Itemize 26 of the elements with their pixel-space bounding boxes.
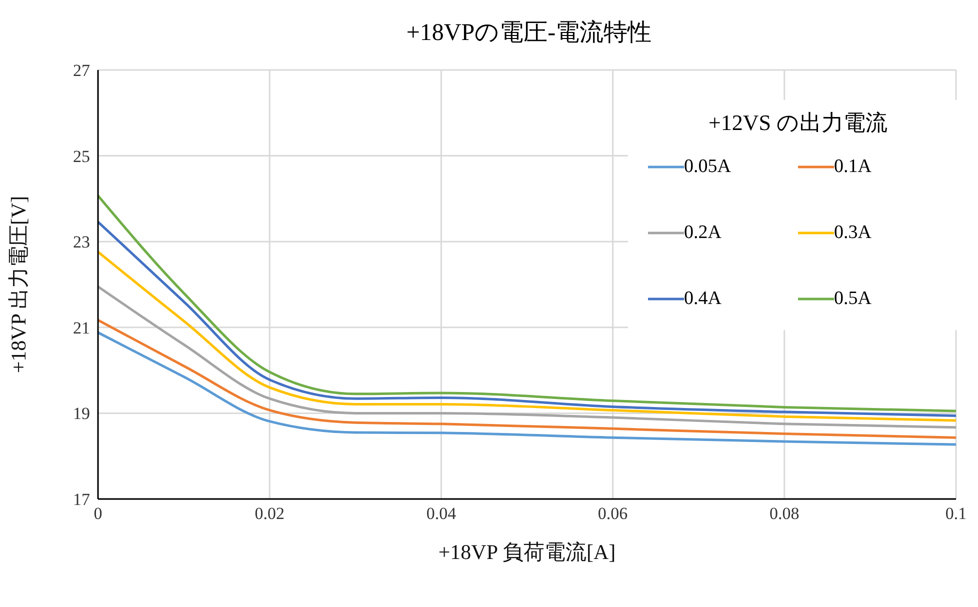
legend-label: 0.1A [834,156,872,178]
line-series [98,331,956,446]
x-axis-title: +18VP 負荷電流[A] [438,540,616,564]
line-series [98,318,956,439]
x-tick-label: 0.02 [254,504,284,524]
y-tick-label: 23 [73,232,90,252]
x-tick-label: 0 [94,504,102,524]
line-series [98,250,956,422]
line-series [98,285,956,429]
chart-title: +18VPの電圧-電流特性 [405,18,653,48]
y-axis-title: +18VP 出力電圧[V] [6,196,30,374]
legend-label: 0.5A [834,288,872,310]
y-tick-label: 27 [73,61,90,80]
legend-label: 0.2A [684,222,722,244]
y-tick-label: 19 [73,404,90,424]
y-tick-label: 25 [73,146,90,166]
legend-label: 0.4A [684,288,722,310]
x-tick-label: 0.08 [770,504,800,524]
legend-label: 0.3A [834,222,872,244]
y-tick-label: 21 [73,318,90,338]
x-tick-label: 0.04 [426,504,457,524]
x-tick-label: 0.06 [598,504,628,524]
x-tick-label: 0.1 [945,504,967,524]
y-tick-label: 17 [73,490,90,510]
legend-title: +12VS の出力電流 [707,109,889,137]
legend-label: 0.05A [684,156,731,178]
